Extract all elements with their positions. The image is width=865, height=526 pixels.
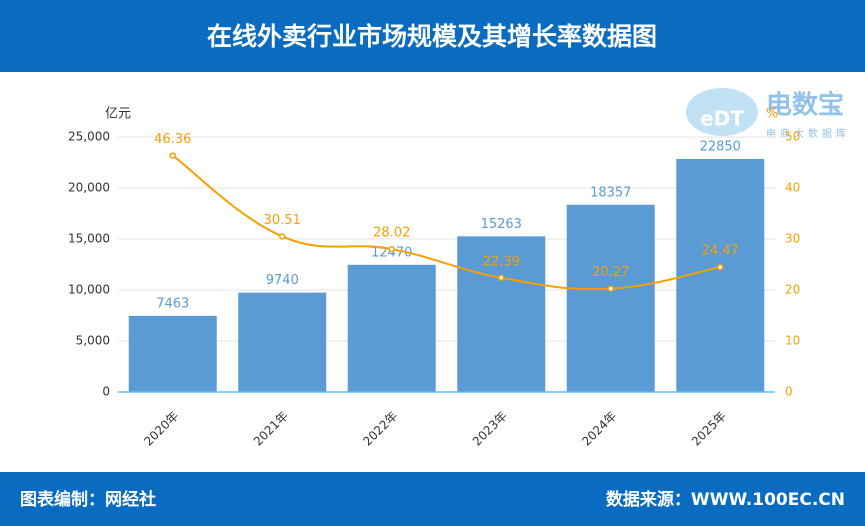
header-band [0, 0, 865, 72]
y-tick-label: 15,000 [68, 232, 110, 246]
line-value-label: 30.51 [264, 213, 301, 228]
watermark: eDT 电数宝 电商大数据库 [686, 88, 850, 140]
bar [566, 204, 655, 392]
y2-tick-label: 20 [785, 283, 800, 297]
y-tick-label: 5,000 [76, 334, 110, 348]
bar-value-label: 18357 [590, 185, 631, 200]
x-tick-label: 2023年 [470, 409, 510, 449]
bar-value-label: 22850 [700, 139, 741, 154]
y2-tick-label: 10 [785, 334, 800, 348]
watermark-logo: eDT [700, 107, 744, 131]
bar [676, 158, 765, 392]
chart-title: 在线外卖行业市场规模及其增长率数据图 [207, 22, 657, 51]
line-value-label: 20.27 [592, 265, 629, 280]
x-tick-label: 2020年 [141, 409, 181, 449]
watermark-tagline: 电商大数据库 [766, 127, 850, 140]
x-tick-label: 2025年 [689, 409, 729, 449]
line-point [498, 274, 505, 282]
line-value-label: 24.47 [702, 244, 739, 259]
bar-value-label: 15263 [481, 217, 522, 232]
credit: 图表编制：网经社 [20, 489, 156, 510]
bar [128, 315, 217, 392]
y2-tick-label: 0 [785, 385, 793, 399]
y-tick-label: 0 [102, 385, 110, 399]
y-axis-label: 亿元 [105, 107, 131, 122]
footer-band [0, 472, 865, 526]
line-point [279, 233, 286, 240]
y2-tick-label: 40 [785, 181, 800, 195]
bar-value-label: 12470 [371, 245, 412, 260]
line-value-label: 22.39 [483, 254, 520, 269]
x-tick-label: 2024年 [579, 409, 619, 449]
x-tick-label: 2022年 [360, 409, 400, 449]
bar-value-label: 7463 [156, 296, 189, 311]
line-point [169, 152, 176, 159]
line-value-label: 46.36 [154, 132, 191, 147]
bar [457, 236, 546, 392]
bar-value-label: 9740 [266, 273, 299, 288]
watermark-name: 电数宝 [766, 90, 844, 121]
source: 数据来源：WWW.100EC.CN [606, 489, 845, 510]
y-tick-label: 20,000 [68, 181, 110, 195]
y-tick-label: 25,000 [68, 130, 110, 144]
bar [238, 292, 327, 392]
line-point [607, 285, 614, 292]
y2-tick-label: 50 [785, 130, 800, 144]
line-point [717, 263, 724, 271]
y2-axis-label: % [766, 107, 778, 122]
line-value-label: 28.02 [373, 226, 410, 241]
bar [347, 264, 436, 392]
y2-tick-label: 30 [785, 232, 800, 246]
x-tick-label: 2021年 [251, 409, 291, 449]
watermark-cloud [686, 88, 758, 136]
line [172, 154, 721, 291]
y-tick-label: 10,000 [68, 283, 110, 297]
line-point [388, 245, 395, 253]
